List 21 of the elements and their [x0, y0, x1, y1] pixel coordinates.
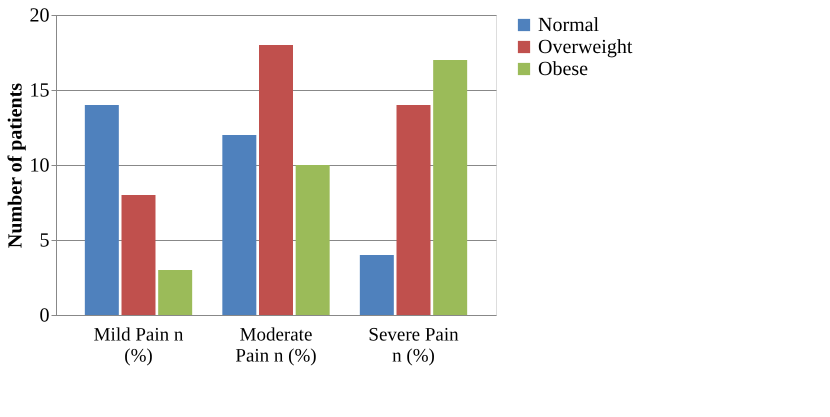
- x-tick-label: Mild Pain n (%): [94, 324, 184, 366]
- bar: [360, 255, 394, 315]
- bar: [433, 60, 468, 315]
- legend-label: Obese: [538, 58, 588, 80]
- bar: [296, 165, 330, 315]
- y-tick-label: 10: [30, 154, 50, 176]
- bar: [222, 135, 256, 315]
- bar: [158, 270, 192, 315]
- y-tick-label: 5: [40, 230, 50, 252]
- y-axis-title: Number of patients: [4, 82, 26, 248]
- x-tick-label: Severe Pain n (%): [368, 324, 460, 366]
- bar: [122, 195, 156, 315]
- x-tick-label: Moderate Pain n (%): [235, 324, 317, 366]
- y-tick-label: 20: [30, 4, 50, 26]
- bar: [84, 105, 119, 315]
- legend-label: Normal: [538, 14, 600, 36]
- y-tick-label: 0: [40, 304, 50, 326]
- bar: [396, 105, 430, 315]
- legend-label: Overweight: [538, 36, 633, 58]
- bar: [259, 45, 293, 315]
- y-tick-label: 15: [30, 80, 50, 102]
